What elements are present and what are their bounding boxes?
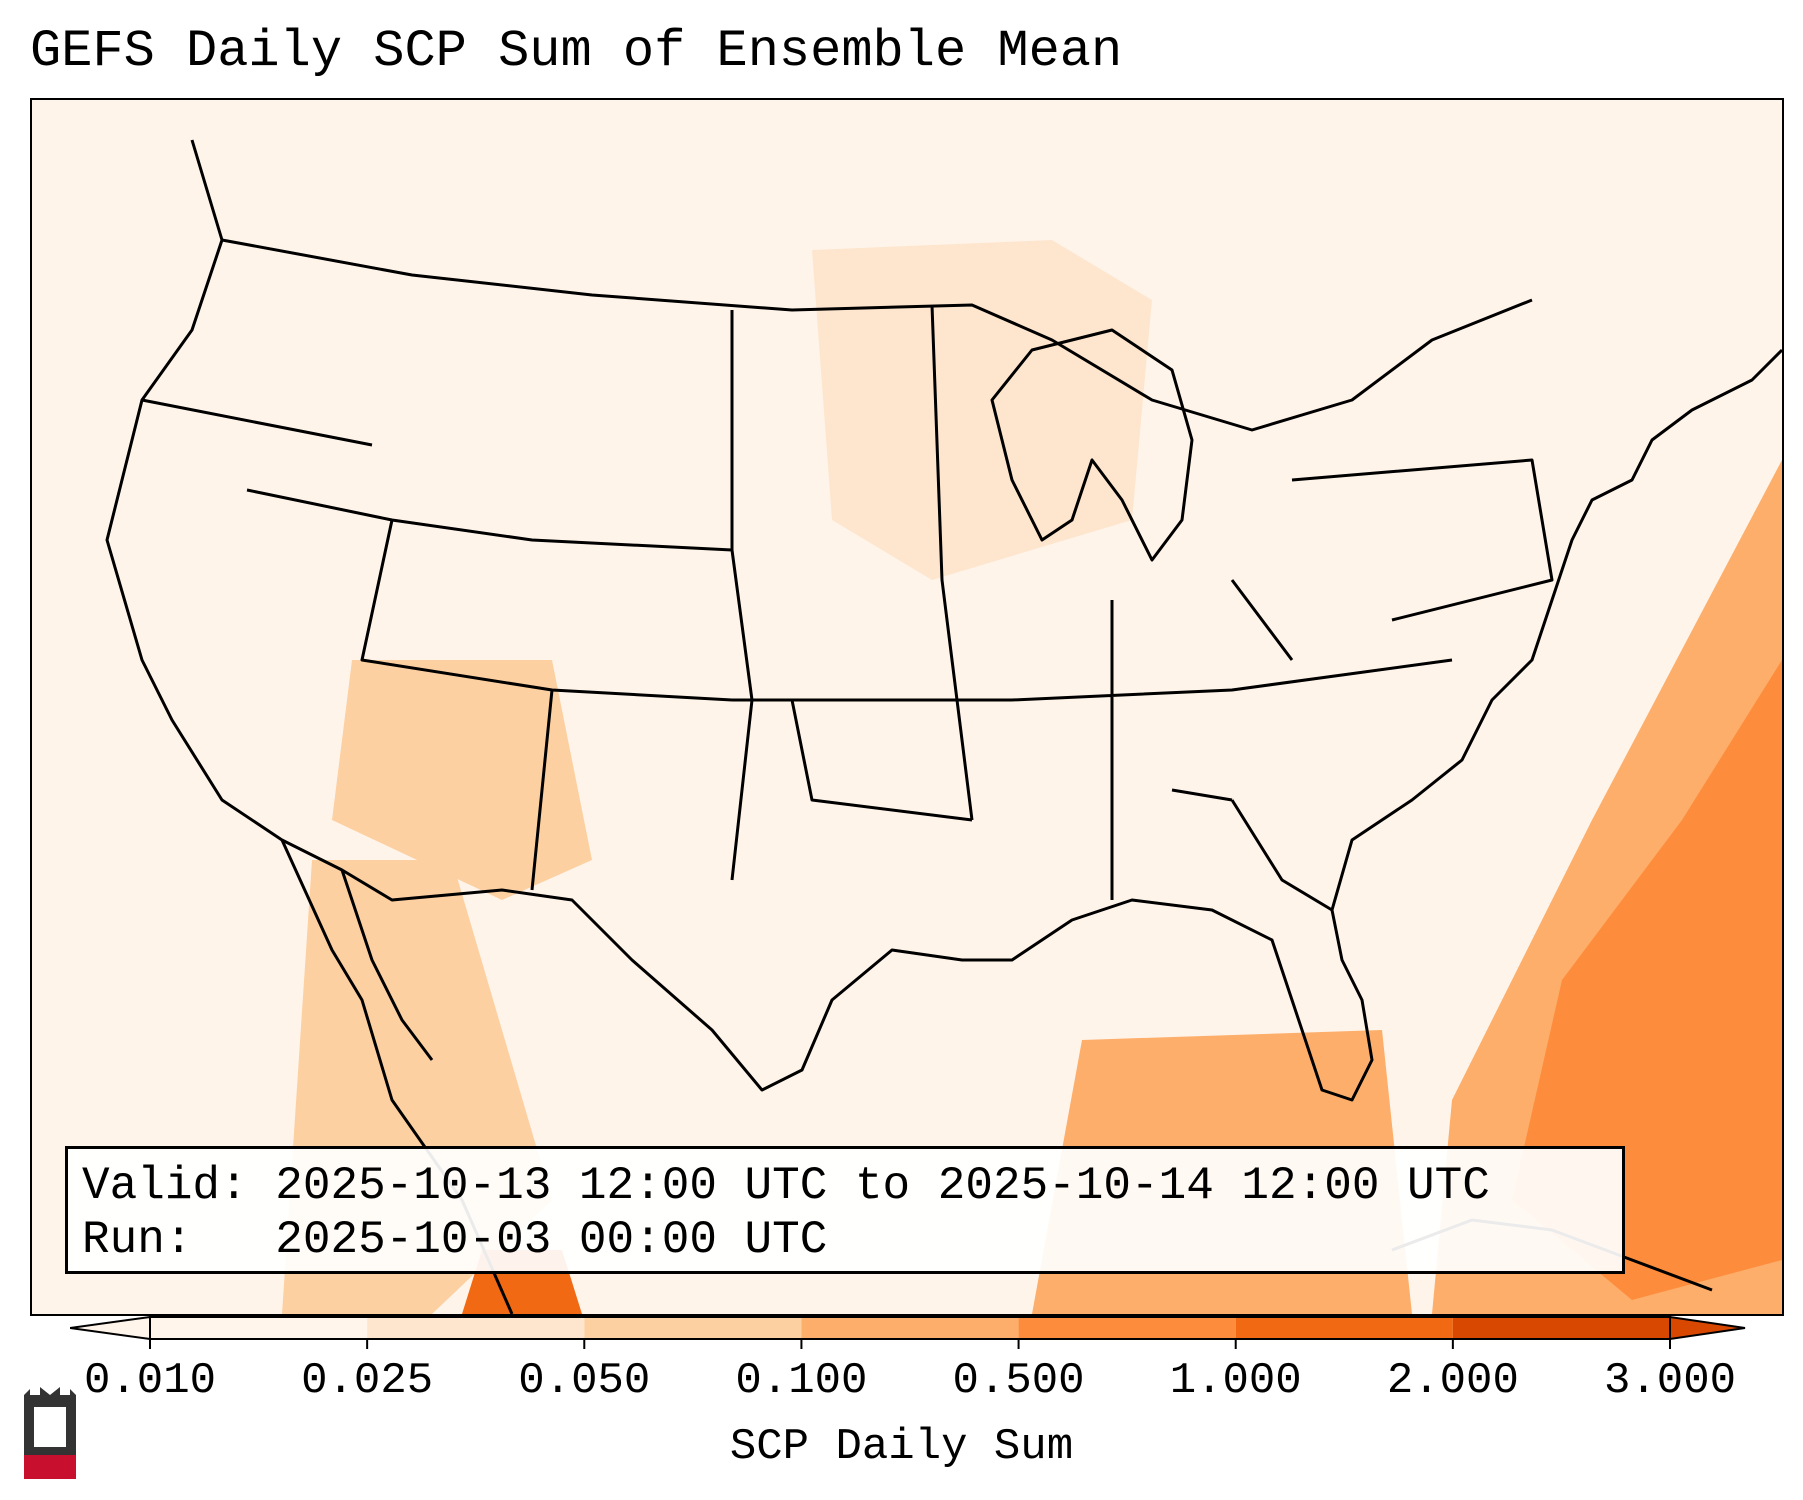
us-outline xyxy=(105,139,1782,1102)
valid-value: 2025-10-13 12:00 UTC to 2025-10-14 12:00… xyxy=(275,1160,1490,1212)
colorbar-tick-label: 0.050 xyxy=(518,1356,651,1406)
validity-info-box: Valid: 2025-10-13 12:00 UTC to 2025-10-1… xyxy=(65,1146,1625,1274)
colorbar-title: SCP Daily Sum xyxy=(729,1422,1074,1472)
valid-row: Valid: 2025-10-13 12:00 UTC to 2025-10-1… xyxy=(82,1159,1608,1213)
map-title: GEFS Daily SCP Sum of Ensemble Mean xyxy=(30,22,1123,81)
colorbar-bin xyxy=(1018,1317,1236,1339)
state-lines-west xyxy=(141,398,754,891)
colorbar-tick-label: 0.500 xyxy=(952,1356,1085,1406)
run-label: Run: xyxy=(82,1214,193,1266)
colorbar-bin xyxy=(1235,1317,1453,1339)
shading-southwest xyxy=(332,660,592,900)
colorbar-bin xyxy=(150,1317,368,1339)
colorbar-outline xyxy=(149,1316,1671,1340)
colorbar-tick-label: 0.010 xyxy=(83,1356,217,1406)
colorbar-bin xyxy=(801,1317,1019,1339)
colorbar-bin xyxy=(584,1317,802,1339)
map-canvas xyxy=(32,100,1782,1314)
colorbar-extend-high xyxy=(1669,1315,1746,1341)
colorbar-extend-low xyxy=(70,1315,151,1341)
colorbar-tick-label: 1.000 xyxy=(1169,1356,1302,1406)
shading-atlantic-core xyxy=(1512,660,1782,1300)
colorbar-bin xyxy=(367,1317,585,1339)
run-value: 2025-10-03 00:00 UTC xyxy=(275,1214,828,1266)
great-lakes xyxy=(990,328,1194,562)
colorbar-bin xyxy=(1452,1317,1670,1339)
run-row: Run: 2025-10-03 00:00 UTC xyxy=(82,1213,1608,1267)
colorbar-tick-label: 0.100 xyxy=(735,1356,868,1406)
colorbar-tick-label: 3.000 xyxy=(1603,1356,1737,1406)
niu-logo xyxy=(24,1387,76,1479)
canada-border xyxy=(221,238,1533,432)
valid-label: Valid: xyxy=(82,1160,248,1212)
map-panel xyxy=(30,98,1784,1316)
state-lines-east xyxy=(1171,458,1554,912)
colorbar xyxy=(70,1315,1746,1349)
state-lines-central xyxy=(730,304,1453,900)
colorbar-tick-label: 0.025 xyxy=(301,1356,434,1406)
tower-window xyxy=(34,1407,66,1447)
logo-banner xyxy=(24,1455,76,1479)
colorbar-tick-label: 2.000 xyxy=(1386,1356,1519,1406)
shading-plains xyxy=(812,240,1152,580)
